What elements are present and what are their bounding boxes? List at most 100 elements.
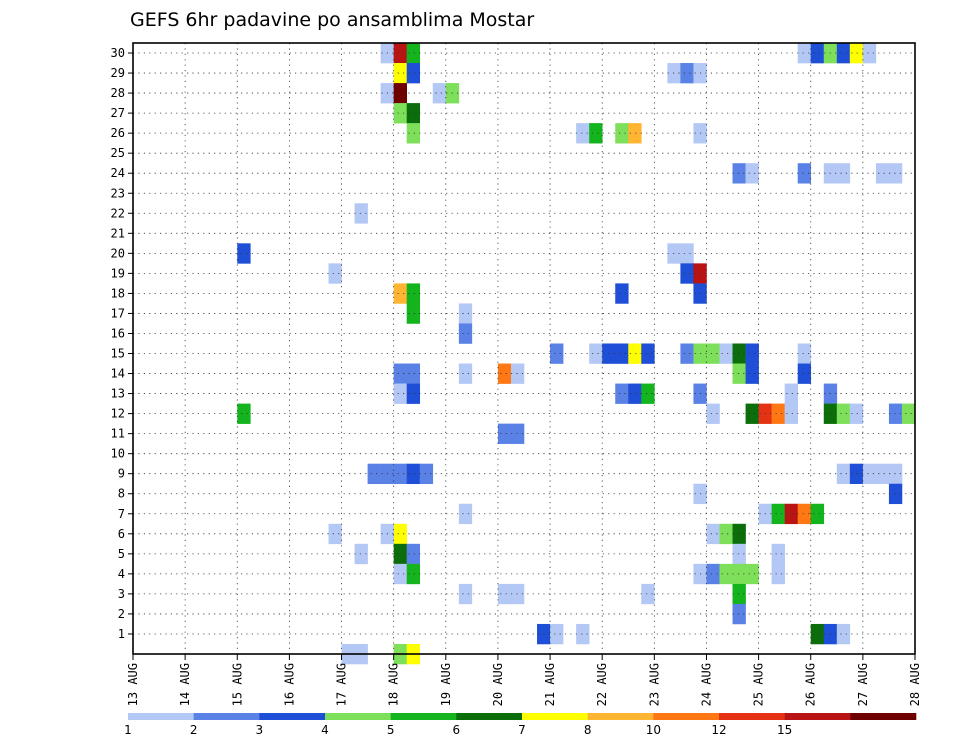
precip-cell: [732, 583, 746, 605]
colorbar-swatch: [325, 713, 391, 720]
colorbar-swatch: [522, 713, 588, 720]
colorbar-label: 6: [453, 723, 461, 737]
precip-cell: [732, 163, 746, 184]
y-tick-label: 1: [118, 627, 125, 641]
y-tick-label: 13: [111, 387, 125, 401]
y-tick-label: 21: [111, 226, 125, 240]
x-tick-label: 27 AUG: [856, 663, 870, 706]
precip-cell: [419, 463, 434, 485]
precip-cell: [393, 363, 407, 384]
y-tick-label: 14: [111, 367, 125, 381]
precip-cell: [680, 343, 694, 364]
x-tick-label: 26 AUG: [804, 663, 818, 706]
precip-cell: [393, 43, 407, 64]
precip-cell: [875, 163, 890, 184]
precip-cell: [836, 463, 851, 485]
precip-cell: [784, 403, 798, 424]
precip-cell: [719, 563, 733, 585]
colorbar-swatch: [193, 713, 260, 720]
colorbar-swatch: [784, 713, 851, 720]
y-tick-label: 17: [111, 306, 125, 320]
x-tick-label: 28 AUG: [908, 663, 922, 706]
y-tick-label: 26: [111, 126, 125, 140]
y-tick-label: 2: [118, 607, 125, 621]
precip-cell: [810, 623, 825, 645]
precip-cell: [393, 543, 407, 565]
y-tick-label: 23: [111, 186, 125, 200]
precip-cell: [406, 283, 421, 304]
precip-cell: [797, 363, 812, 384]
precip-cell: [393, 283, 407, 304]
y-tick-label: 20: [111, 246, 125, 260]
colorbar-label: 12: [711, 723, 726, 737]
y-tick-label: 8: [118, 487, 125, 501]
precip-cell: [836, 163, 851, 184]
precip-cell: [680, 63, 694, 84]
precip-cell: [628, 383, 642, 404]
precip-cell: [615, 123, 629, 144]
precip-cell: [836, 43, 851, 64]
precip-cell: [367, 463, 381, 485]
precip-cell: [510, 423, 525, 444]
precip-cell: [406, 43, 421, 64]
colorbar-swatch: [390, 713, 457, 720]
precip-cell: [406, 383, 421, 404]
y-axis: 1234567891011121314151617181920212223242…: [111, 46, 133, 641]
colorbar-label: 10: [646, 723, 661, 737]
y-tick-label: 5: [118, 547, 125, 561]
x-tick-label: 18 AUG: [387, 663, 401, 706]
precip-cell: [784, 503, 798, 525]
precip-cell: [849, 43, 864, 64]
y-tick-label: 28: [111, 86, 125, 100]
precip-cell: [510, 363, 525, 384]
precip-cell: [745, 363, 759, 384]
precip-cell: [576, 623, 590, 645]
precip-cell: [836, 403, 851, 424]
precip-cell: [406, 123, 421, 144]
x-tick-label: 25 AUG: [752, 663, 766, 706]
y-tick-label: 16: [111, 326, 125, 340]
plot-frame: [132, 42, 916, 655]
precip-cell: [406, 303, 421, 324]
precip-cell: [849, 463, 864, 485]
x-tick-label: 22 AUG: [595, 663, 609, 706]
precip-cell: [901, 403, 916, 424]
x-tick-label: 24 AUG: [699, 663, 713, 706]
precip-cell: [849, 403, 864, 424]
precip-cell: [719, 343, 733, 364]
y-tick-label: 6: [118, 527, 125, 541]
y-tick-label: 4: [118, 567, 125, 581]
precip-cell: [497, 363, 512, 384]
colorbar-label: 3: [256, 723, 264, 737]
precip-cell: [576, 123, 590, 144]
colorbar-label: 5: [387, 723, 395, 737]
precip-cell: [550, 623, 564, 645]
precip-cell: [615, 343, 629, 364]
precip-cell: [706, 563, 720, 585]
colorbar: 1 2 3 4 5 6 7 8 10 12 15: [124, 713, 917, 737]
colorbar-label: 15: [777, 723, 792, 737]
colorbar-label: 1: [124, 723, 132, 737]
precip-cell: [732, 543, 746, 565]
precip-cell: [641, 383, 655, 404]
y-tick-label: 9: [118, 467, 125, 481]
colorbar-swatch: [850, 713, 917, 720]
precip-cell: [862, 43, 877, 64]
precip-cell: [732, 523, 746, 545]
precip-cell: [237, 403, 251, 424]
x-tick-label: 19 AUG: [439, 663, 453, 706]
y-tick-label: 19: [111, 266, 125, 280]
precip-cell: [732, 603, 746, 625]
grid-layer: [133, 43, 915, 654]
precip-cell: [771, 543, 785, 565]
x-tick-label: 20 AUG: [491, 663, 505, 706]
precip-cell: [836, 623, 851, 645]
precip-cell: [745, 403, 759, 424]
colorbar-swatch: [719, 713, 785, 720]
colorbar-swatch: [587, 713, 654, 720]
precip-cell: [706, 343, 720, 364]
precip-cell: [393, 103, 407, 124]
precip-cell: [406, 363, 421, 384]
precip-cell: [589, 343, 603, 364]
x-tick-label: 21 AUG: [543, 663, 557, 706]
